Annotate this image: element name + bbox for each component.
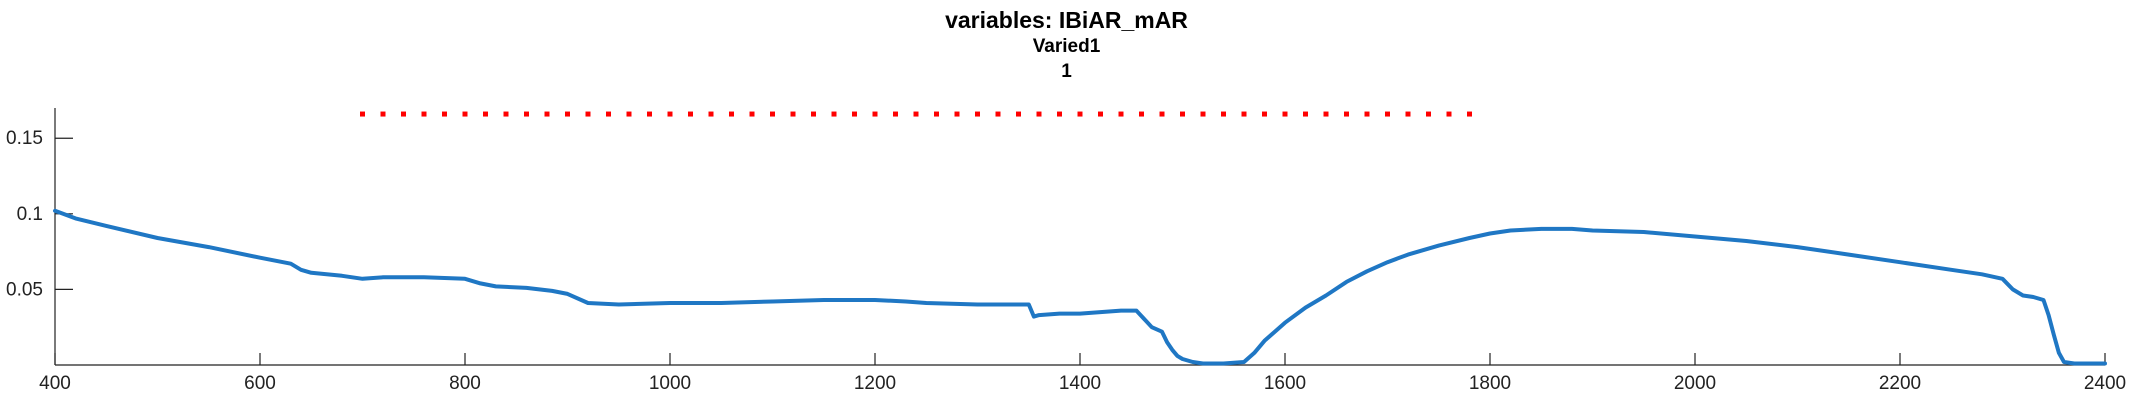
marker-point xyxy=(708,111,714,117)
chart-subtitle: Varied1 xyxy=(1032,36,1101,57)
marker-point xyxy=(1016,111,1021,117)
marker-point xyxy=(934,111,939,117)
marker-point xyxy=(1405,111,1411,117)
chart-title: variables: IBiAR_mAR xyxy=(945,7,1188,33)
data-series xyxy=(53,208,2107,366)
marker-point xyxy=(1426,111,1431,117)
marker-point xyxy=(442,111,447,117)
marker-point xyxy=(503,111,509,117)
marker-point xyxy=(1221,111,1226,117)
marker-point xyxy=(524,111,529,117)
marker-point xyxy=(606,111,611,117)
marker-point xyxy=(483,111,488,117)
x-tick-label: 2000 xyxy=(1674,373,1716,394)
marker-point xyxy=(872,111,878,117)
marker-point xyxy=(421,111,427,117)
marker-point xyxy=(831,111,837,117)
marker-point xyxy=(462,111,468,117)
x-tick-label: 1400 xyxy=(1059,373,1101,394)
marker-point xyxy=(565,111,570,117)
marker-point xyxy=(975,111,980,117)
marker-point xyxy=(1077,111,1083,117)
axes xyxy=(54,108,2106,366)
marker-point xyxy=(1036,111,1042,117)
marker-point xyxy=(913,111,919,117)
marker-point xyxy=(995,111,1001,117)
marker-point xyxy=(1098,111,1103,117)
marker-point xyxy=(954,111,960,117)
x-tick-label: 2200 xyxy=(1879,373,1921,394)
marker-point xyxy=(1262,111,1267,117)
marker-point xyxy=(749,111,755,117)
marker-point xyxy=(770,111,775,117)
marker-point xyxy=(667,111,673,117)
chart-subtitle-2: 1 xyxy=(1061,61,1072,82)
marker-point xyxy=(893,111,898,117)
marker-point xyxy=(1323,111,1329,117)
x-tick-label: 1000 xyxy=(649,373,691,394)
marker-point xyxy=(647,111,652,117)
series-line xyxy=(53,208,2107,366)
marker-point xyxy=(1467,111,1472,117)
marker-point xyxy=(1344,111,1349,117)
marker-point xyxy=(360,111,365,117)
marker-point xyxy=(585,111,591,117)
marker-point xyxy=(380,111,386,117)
marker-point xyxy=(1200,111,1206,117)
x-tick-label: 400 xyxy=(39,373,71,394)
marker-point xyxy=(811,111,816,117)
marker-point xyxy=(626,111,632,117)
marker-point xyxy=(852,111,857,117)
x-tick-label: 2400 xyxy=(2084,373,2126,394)
x-tick-label: 600 xyxy=(244,373,276,394)
marker-point xyxy=(1180,111,1185,117)
x-tick-label: 1200 xyxy=(854,373,896,394)
marker-point xyxy=(1241,111,1247,117)
y-tick-label: 0.15 xyxy=(6,128,43,149)
x-tick-label: 800 xyxy=(449,373,481,394)
marker-series xyxy=(360,111,1472,117)
marker-point xyxy=(1282,111,1288,117)
marker-point xyxy=(544,111,550,117)
marker-point xyxy=(1118,111,1124,117)
tick-labels: 400 600 800 1000 1200 1400 1600 1800 2000 2200 240… xyxy=(6,128,2126,394)
y-tick-label: 0.1 xyxy=(17,204,43,225)
x-tick-label: 1800 xyxy=(1469,373,1511,394)
y-tick-label: 0.05 xyxy=(6,279,43,300)
marker-point xyxy=(790,111,796,117)
marker-point xyxy=(401,111,406,117)
marker-point xyxy=(729,111,734,117)
marker-point xyxy=(1057,111,1062,117)
marker-point xyxy=(1385,111,1390,117)
marker-point xyxy=(1364,111,1370,117)
marker-point xyxy=(1139,111,1144,117)
title-block: variables: IBiAR_mAR Varied1 1 xyxy=(0,6,2133,84)
marker-point xyxy=(1159,111,1165,117)
marker-point xyxy=(1303,111,1308,117)
marker-point xyxy=(688,111,693,117)
x-tick-label: 1600 xyxy=(1264,373,1306,394)
marker-point xyxy=(1446,111,1452,117)
